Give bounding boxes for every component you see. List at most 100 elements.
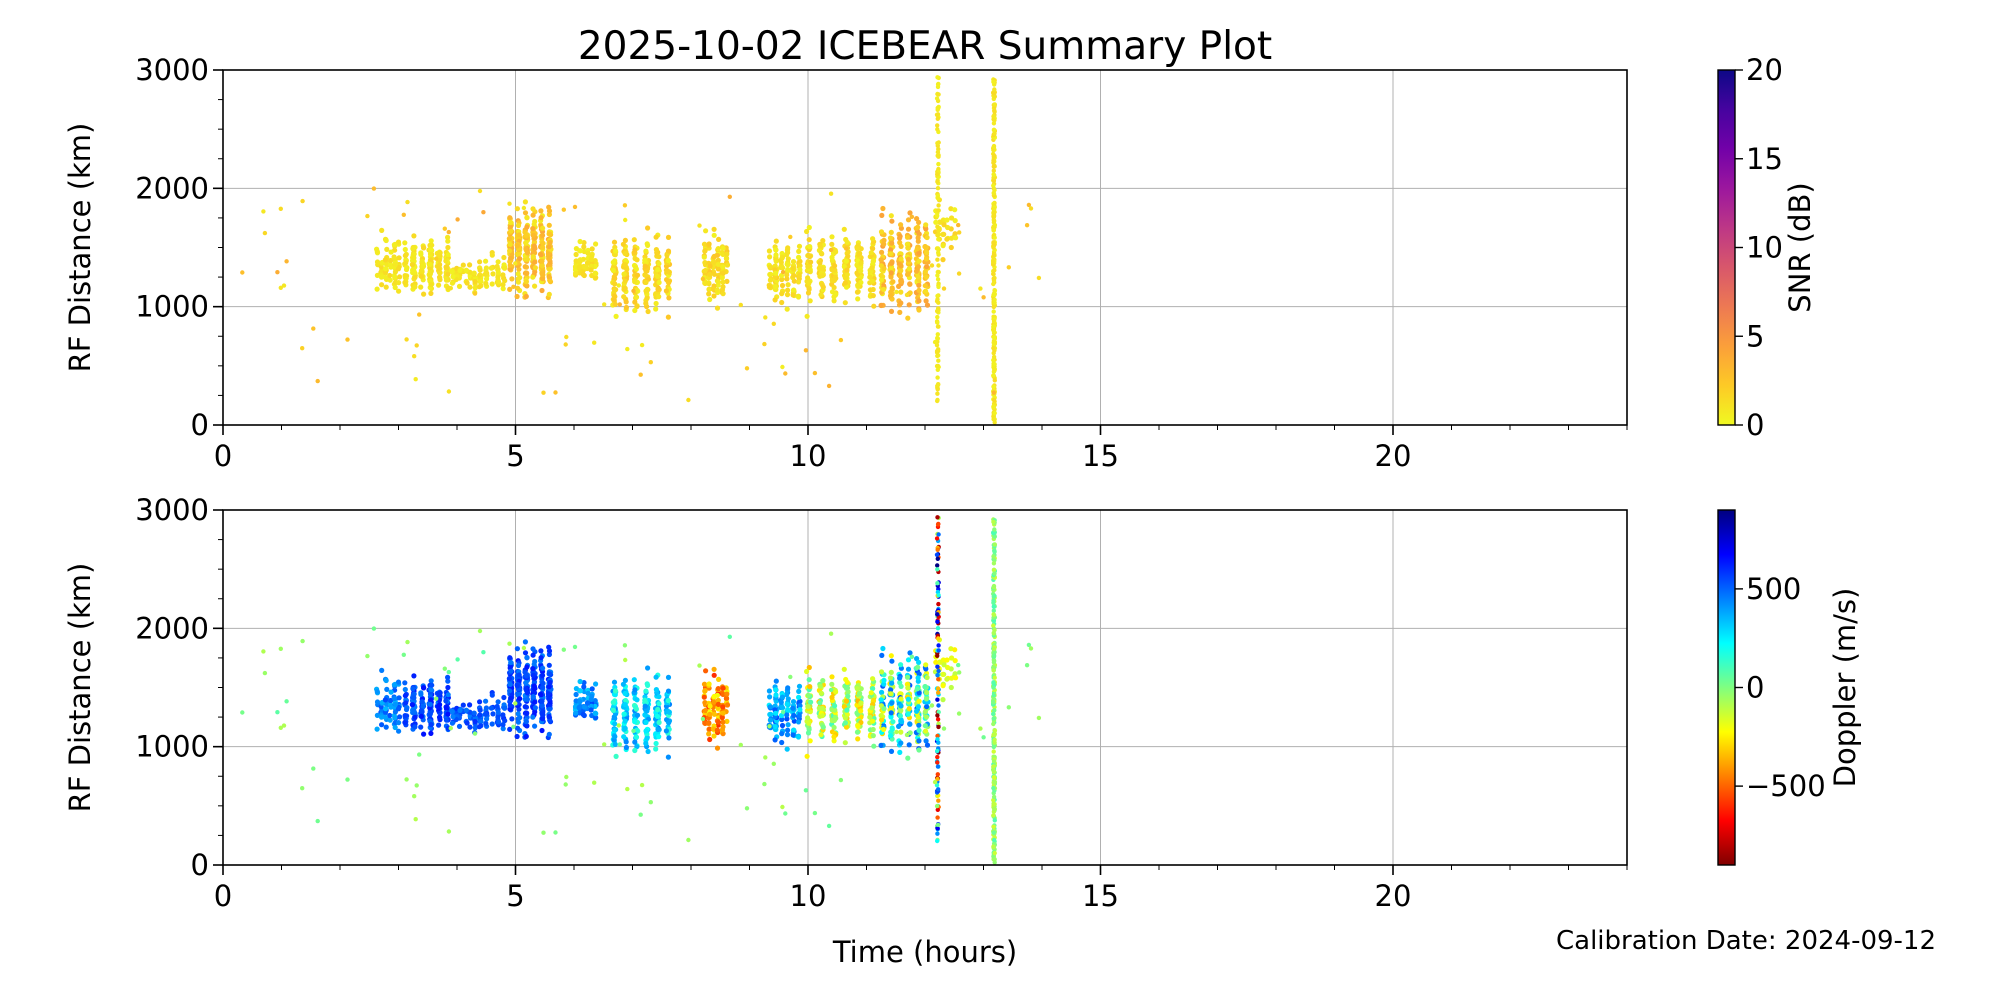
data-point bbox=[956, 222, 961, 228]
data-point bbox=[922, 244, 928, 250]
data-point bbox=[936, 161, 941, 167]
data-point bbox=[870, 726, 876, 733]
data-point bbox=[446, 389, 452, 394]
data-point bbox=[374, 699, 381, 705]
data-point bbox=[936, 690, 941, 695]
data-point bbox=[402, 713, 408, 719]
data-point bbox=[706, 681, 712, 687]
data-point bbox=[870, 286, 876, 293]
data-point bbox=[784, 292, 791, 298]
data-point bbox=[418, 713, 425, 720]
data-point bbox=[889, 286, 895, 292]
data-point bbox=[395, 266, 402, 272]
data-point bbox=[797, 263, 803, 269]
data-point bbox=[643, 728, 649, 734]
data-point bbox=[898, 740, 904, 746]
data-point bbox=[991, 164, 996, 169]
data-point bbox=[991, 183, 996, 188]
data-point bbox=[484, 276, 490, 282]
data-point bbox=[284, 699, 289, 704]
data-point bbox=[410, 686, 416, 692]
data-point bbox=[477, 267, 483, 273]
data-point bbox=[724, 262, 731, 268]
data-point bbox=[812, 810, 818, 816]
data-point bbox=[445, 244, 451, 251]
data-point bbox=[842, 720, 849, 726]
data-point bbox=[727, 194, 732, 199]
data-point bbox=[991, 680, 996, 685]
data-point bbox=[612, 281, 618, 287]
data-point bbox=[656, 254, 662, 260]
data-point bbox=[1026, 202, 1032, 208]
data-point bbox=[612, 734, 618, 740]
data-point bbox=[935, 141, 940, 146]
data-point bbox=[831, 294, 837, 300]
data-point bbox=[411, 708, 417, 714]
data-point bbox=[703, 668, 709, 674]
data-point bbox=[653, 247, 660, 253]
y-tick-label: 2000 bbox=[135, 171, 209, 205]
data-point bbox=[907, 721, 913, 727]
data-point bbox=[720, 264, 726, 270]
data-point bbox=[957, 230, 962, 235]
data-point bbox=[935, 619, 940, 624]
data-point bbox=[838, 777, 844, 783]
data-point bbox=[941, 286, 947, 291]
data-point bbox=[546, 713, 552, 720]
data-point bbox=[401, 212, 406, 217]
data-point bbox=[522, 210, 529, 216]
data-point bbox=[507, 215, 513, 221]
data-point bbox=[790, 705, 796, 711]
data-point bbox=[854, 729, 861, 735]
data-point bbox=[833, 689, 839, 695]
data-point bbox=[935, 375, 940, 380]
data-point bbox=[507, 702, 513, 708]
data-point bbox=[471, 710, 477, 716]
data-point bbox=[991, 837, 997, 843]
data-point bbox=[819, 265, 825, 272]
data-point bbox=[784, 272, 790, 278]
colorbar-snr: 0 5 10 15 20 SNR (dB) bbox=[1717, 53, 1817, 442]
data-point bbox=[934, 96, 940, 101]
data-point bbox=[949, 235, 955, 241]
data-point bbox=[382, 257, 388, 263]
data-point bbox=[923, 226, 929, 232]
data-point bbox=[829, 674, 835, 680]
data-point bbox=[936, 269, 941, 275]
data-point bbox=[858, 708, 864, 714]
data-point bbox=[992, 297, 997, 303]
data-point bbox=[795, 719, 802, 725]
data-point bbox=[923, 256, 930, 262]
data-point bbox=[898, 289, 904, 295]
data-point bbox=[524, 696, 531, 703]
data-point bbox=[703, 228, 709, 234]
data-point bbox=[383, 724, 389, 730]
data-point bbox=[467, 724, 473, 730]
data-point bbox=[392, 724, 398, 731]
data-point bbox=[936, 281, 941, 286]
data-point bbox=[665, 697, 671, 704]
data-point bbox=[812, 370, 818, 376]
data-point bbox=[524, 250, 531, 256]
data-point bbox=[495, 709, 501, 716]
data-point bbox=[991, 721, 996, 727]
data-point bbox=[507, 248, 513, 254]
data-point bbox=[934, 803, 940, 809]
data-point bbox=[992, 339, 998, 345]
data-point bbox=[449, 280, 455, 286]
data-point bbox=[573, 270, 579, 276]
data-point bbox=[639, 342, 645, 348]
data-point bbox=[991, 845, 996, 850]
data-point bbox=[541, 390, 546, 395]
data-point bbox=[396, 720, 402, 726]
data-point bbox=[427, 711, 433, 717]
data-point bbox=[805, 692, 811, 698]
data-point bbox=[610, 267, 617, 273]
data-point bbox=[924, 264, 930, 270]
data-point bbox=[828, 247, 834, 253]
data-point bbox=[992, 737, 997, 743]
data-point bbox=[880, 645, 886, 652]
data-point bbox=[489, 692, 495, 698]
data-point bbox=[564, 774, 569, 780]
data-point bbox=[783, 371, 788, 376]
